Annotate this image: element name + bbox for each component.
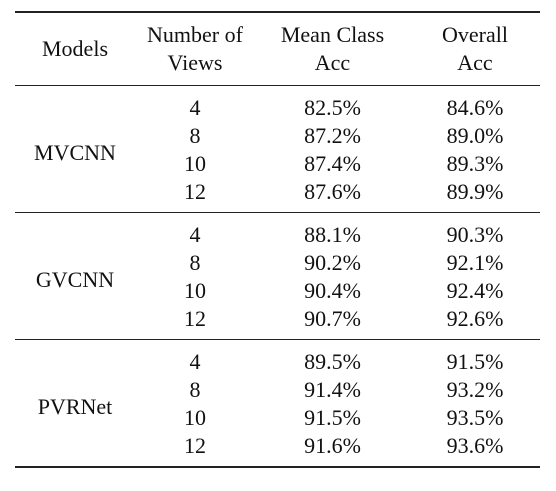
views-cell: 8 (189, 377, 201, 402)
table-row: GVCNN 4 88.1% 90.3% (15, 212, 540, 292)
views-cell: 12 (184, 179, 206, 204)
header-mean-class-acc-line-2: Acc (314, 50, 351, 75)
table-row: 12 90.7% 92.6% (15, 305, 540, 340)
table-row: 10 91.5% 93.5% (15, 404, 540, 432)
mean-class-acc-cell: 91.6% (304, 433, 361, 458)
group-gvcnn: GVCNN 4 88.1% 90.3% 8 90.2% 92.1% 10 90.… (15, 212, 540, 340)
table-row: 12 91.6% 93.6% (15, 432, 540, 467)
overall-acc-cell: 91.5% (446, 349, 504, 374)
model-name: GVCNN (35, 267, 115, 292)
overall-acc-cell: 92.1% (446, 250, 504, 275)
mean-class-acc-cell: 89.5% (304, 349, 361, 374)
model-name: MVCNN (34, 140, 116, 165)
header-models: Models (15, 12, 135, 86)
overall-acc-cell: 92.4% (446, 278, 504, 303)
overall-acc-cell: 84.6% (446, 95, 504, 120)
results-table: Models Number of Views Mean Class Acc Ov… (15, 11, 540, 468)
model-name-cell: MVCNN (15, 86, 135, 213)
model-name-cell: PVRNet (15, 340, 135, 468)
table-row: MVCNN 4 82.5% 84.6% (15, 85, 540, 165)
overall-acc-cell: 89.9% (446, 179, 504, 204)
group-pvrnet: PVRNet 4 89.5% 91.5% 8 91.4% 93.2% 10 91… (15, 339, 540, 467)
views-cell: 4 (189, 222, 201, 247)
views-cell: 8 (189, 250, 201, 275)
mean-class-acc-cell: 91.5% (304, 405, 361, 430)
mean-class-acc-cell: 87.2% (304, 123, 361, 148)
header-views: Number of Views (135, 12, 255, 86)
header-overall-acc: Overall Acc (410, 12, 540, 86)
overall-acc-cell: 89.0% (446, 123, 504, 148)
header-models-label: Models (42, 36, 108, 61)
views-cell: 10 (184, 151, 206, 176)
overall-acc-cell: 93.6% (446, 433, 504, 458)
table-row: 8 90.2% 92.1% (15, 249, 540, 277)
views-cell: 4 (189, 95, 201, 120)
group-mvcnn: MVCNN 4 82.5% 84.6% 8 87.2% 89.0% 10 87.… (15, 85, 540, 213)
mean-class-acc-cell: 91.4% (304, 377, 361, 402)
mean-class-acc-cell: 90.7% (304, 306, 361, 331)
header-views-line-1: Number of (147, 22, 243, 47)
table-header: Models Number of Views Mean Class Acc Ov… (15, 12, 540, 86)
table-row: 12 87.6% 89.9% (15, 178, 540, 213)
model-name-cell: GVCNN (15, 213, 135, 340)
views-cell: 12 (184, 433, 206, 458)
views-cell: 4 (189, 349, 201, 374)
views-cell: 8 (189, 123, 201, 148)
header-overall-acc-line-2: Acc (457, 50, 493, 75)
mean-class-acc-cell: 87.4% (304, 151, 361, 176)
table-row: 8 87.2% 89.0% (15, 122, 540, 150)
overall-acc-cell: 92.6% (446, 306, 504, 331)
table-row: 8 91.4% 93.2% (15, 376, 540, 404)
header-mean-class-acc: Mean Class Acc (255, 12, 410, 86)
table-row: 10 87.4% 89.3% (15, 150, 540, 178)
table-row: PVRNet 4 89.5% 91.5% (15, 339, 540, 419)
overall-acc-cell: 89.3% (446, 151, 504, 176)
table-row: 10 90.4% 92.4% (15, 277, 540, 305)
mean-class-acc-cell: 90.4% (304, 278, 361, 303)
mean-class-acc-cell: 88.1% (304, 222, 361, 247)
mean-class-acc-cell: 90.2% (304, 250, 361, 275)
mean-class-acc-cell: 87.6% (304, 179, 361, 204)
mean-class-acc-cell: 82.5% (304, 95, 361, 120)
overall-acc-cell: 90.3% (446, 222, 504, 247)
header-overall-acc-line-1: Overall (442, 22, 508, 47)
header-mean-class-acc-line-1: Mean Class (280, 22, 385, 47)
header-row: Models Number of Views Mean Class Acc Ov… (15, 12, 540, 86)
overall-acc-cell: 93.2% (446, 377, 504, 402)
header-views-line-2: Views (167, 50, 223, 75)
views-cell: 12 (184, 306, 206, 331)
model-name: PVRNet (37, 394, 113, 419)
overall-acc-cell: 93.5% (446, 405, 504, 430)
views-cell: 10 (184, 405, 206, 430)
views-cell: 10 (184, 278, 206, 303)
